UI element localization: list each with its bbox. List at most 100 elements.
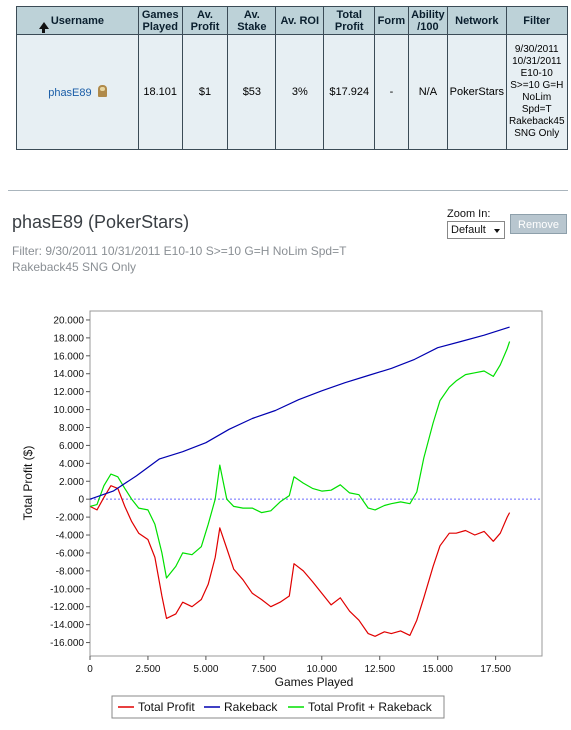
y-tick-label: -2.000 xyxy=(56,513,85,524)
x-axis: 0 2.500 5.000 7.500 10.000 12.500 15.000 17.500 xyxy=(87,656,511,675)
table-row: phasE89 18.101 $1 $53 3% $17.924 - N/A P… xyxy=(16,34,568,150)
y-tick-label: -4.000 xyxy=(56,531,85,542)
col-header-label: Profit xyxy=(190,20,220,33)
col-header-label: Games xyxy=(141,8,179,21)
zoom-selected-value: Default xyxy=(451,224,486,236)
y-axis-title: Total Profit ($) xyxy=(21,446,35,521)
col-header-label: Filter xyxy=(523,14,551,27)
col-header-label: Form xyxy=(377,14,406,27)
y-axis: -16.000 -14.000 -12.000 -10.000 -8.000 -6.000… xyxy=(50,315,90,649)
col-games-played[interactable]: Games Played xyxy=(137,6,183,35)
col-av-roi[interactable]: Av. ROI xyxy=(275,6,325,35)
zoom-select[interactable]: Default xyxy=(447,221,505,239)
y-tick-label: 10.000 xyxy=(53,405,84,416)
x-tick-label: 0 xyxy=(87,664,93,675)
y-tick-label: 8.000 xyxy=(59,423,84,434)
y-tick-label: 0 xyxy=(78,495,84,506)
filter-line: Rakeback45 xyxy=(508,116,565,127)
y-tick-label: 16.000 xyxy=(53,351,84,362)
col-header-label: Ability xyxy=(411,8,445,21)
remove-button[interactable]: Remove xyxy=(510,214,567,234)
zoom-label: Zoom In: xyxy=(447,208,491,220)
filter-line: 10/31/2011 xyxy=(512,56,562,67)
cell-network: PokerStars xyxy=(447,34,507,150)
col-header-label: Username xyxy=(50,14,105,27)
col-network[interactable]: Network xyxy=(447,6,507,35)
col-av-profit[interactable]: Av. Profit xyxy=(181,6,229,35)
col-header-label: /100 xyxy=(417,20,439,33)
y-tick-label: -16.000 xyxy=(50,638,84,649)
cell-games-played: 18.101 xyxy=(137,34,183,150)
table-header-row: Username Games Played Av. Profit Av. Stake … xyxy=(16,6,568,35)
y-tick-label: 20.000 xyxy=(53,315,84,326)
cell-filter: 9/30/2011 10/31/2011 E10-10 S>=10 G=H No… xyxy=(505,34,568,150)
x-axis-title: Games Played xyxy=(275,675,354,689)
col-ability[interactable]: Ability/100 xyxy=(407,6,449,35)
y-tick-label: 2.000 xyxy=(59,477,84,488)
x-tick-label: 5.000 xyxy=(193,664,218,675)
col-header-label: Av. xyxy=(197,8,213,21)
player-stats-table: Username Games Played Av. Profit Av. Stake … xyxy=(16,6,568,150)
col-total-profit[interactable]: Total Profit xyxy=(323,6,376,35)
y-tick-label: -10.000 xyxy=(50,584,84,595)
x-tick-label: 10.000 xyxy=(306,664,337,675)
col-header-label: Stake xyxy=(237,20,267,33)
series-line xyxy=(89,485,511,637)
cell-username: phasE89 xyxy=(16,34,139,150)
y-tick-label: 14.000 xyxy=(53,369,84,380)
legend-label: Rakeback xyxy=(224,700,278,714)
y-tick-label: 18.000 xyxy=(53,333,84,344)
username-link[interactable]: phasE89 xyxy=(48,87,92,99)
chart-series xyxy=(89,326,511,637)
cell-av-roi: 3% xyxy=(275,34,325,150)
profit-chart: -16.000 -14.000 -12.000 -10.000 -8.000 -6.000… xyxy=(21,310,543,719)
player-filter-description: Filter: 9/30/2011 10/31/2011 E10-10 S>=1… xyxy=(12,243,412,275)
y-tick-label: -6.000 xyxy=(56,548,85,559)
y-tick-label: -8.000 xyxy=(56,566,85,577)
plot-area xyxy=(89,310,543,657)
col-header-label: Total xyxy=(336,8,362,21)
x-tick-label: 7.500 xyxy=(251,664,276,675)
chevron-down-icon xyxy=(494,229,500,233)
x-tick-label: 15.000 xyxy=(422,664,453,675)
filter-line: NoLim xyxy=(522,92,552,103)
filter-line: S>=10 G=H xyxy=(510,80,564,91)
col-header-label: Profit xyxy=(334,20,364,33)
series-line xyxy=(89,326,510,500)
col-av-stake[interactable]: Av. Stake xyxy=(227,6,277,35)
col-header-label: Played xyxy=(142,20,178,33)
chart-legend: Total Profit Rakeback Total Profit + Rakeb… xyxy=(111,695,445,719)
filter-line: 9/30/2011 xyxy=(514,44,559,55)
legend-label: Total Profit xyxy=(138,700,195,714)
legend-box xyxy=(111,695,445,719)
filter-line: Spd=T xyxy=(521,104,552,115)
x-tick-label: 2.500 xyxy=(135,664,160,675)
player-title: phasE89 (PokerStars) xyxy=(12,212,190,232)
x-tick-label: 12.500 xyxy=(364,664,395,675)
y-tick-label: -14.000 xyxy=(50,620,84,631)
col-form[interactable]: Form xyxy=(374,6,409,35)
cell-form: - xyxy=(374,34,409,150)
filter-line: SNG Only xyxy=(514,128,560,139)
col-header-label: Av. ROI xyxy=(280,14,320,27)
y-tick-label: -12.000 xyxy=(50,602,84,613)
col-header-label: Network xyxy=(455,14,499,27)
y-tick-label: 6.000 xyxy=(59,441,84,452)
cell-av-profit: $1 xyxy=(181,34,229,150)
section-divider xyxy=(8,190,568,191)
x-tick-label: 17.500 xyxy=(480,664,511,675)
player-rank-icon xyxy=(97,85,107,97)
y-tick-label: 12.000 xyxy=(53,387,84,398)
col-filter[interactable]: Filter xyxy=(505,6,568,35)
col-username[interactable]: Username xyxy=(16,6,139,35)
legend-label: Total Profit + Rakeback xyxy=(308,700,433,714)
filter-line: E10-10 xyxy=(520,68,553,79)
filter-text-line: Filter: 9/30/2011 10/31/2011 E10-10 S>=1… xyxy=(12,244,347,258)
filter-text-line: Rakeback45 SNG Only xyxy=(12,260,137,274)
cell-ability: N/A xyxy=(407,34,449,150)
series-line xyxy=(89,341,511,579)
cell-av-stake: $53 xyxy=(227,34,277,150)
col-header-label: Av. xyxy=(243,8,260,21)
sort-arrow-icon[interactable] xyxy=(38,21,49,33)
y-tick-label: 4.000 xyxy=(59,459,84,470)
